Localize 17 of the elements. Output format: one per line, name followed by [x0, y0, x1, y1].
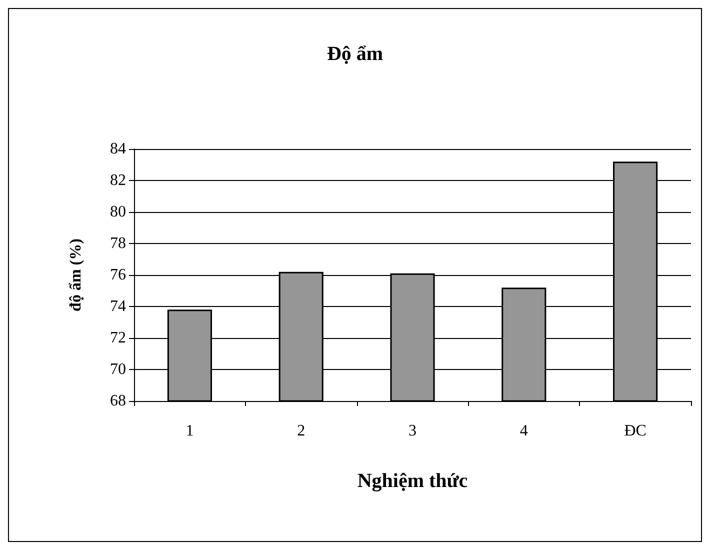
y-tick-label: 72	[110, 330, 126, 346]
chart-title: Độ ẩm	[326, 43, 384, 65]
y-tick-label: 82	[110, 172, 126, 189]
y-tick-label: 76	[110, 266, 126, 284]
x-tick-label: 4	[520, 422, 528, 440]
y-tick-label: 78	[110, 235, 126, 252]
x-axis-title: Nghiệm thức	[357, 470, 468, 492]
x-tick-label: 2	[297, 422, 306, 440]
y-tick-label: 84	[110, 140, 126, 158]
y-axis-title: độ ẩm (%)	[68, 238, 84, 312]
y-tick-label: 80	[110, 204, 126, 220]
y-tick-label: 68	[110, 392, 126, 410]
y-tick-label: 70	[110, 361, 126, 378]
y-tick-label: 74	[110, 298, 126, 315]
x-tick-label: ĐC	[624, 422, 646, 440]
x-tick-label: 1	[186, 422, 194, 440]
x-tick-label: 3	[408, 422, 416, 440]
